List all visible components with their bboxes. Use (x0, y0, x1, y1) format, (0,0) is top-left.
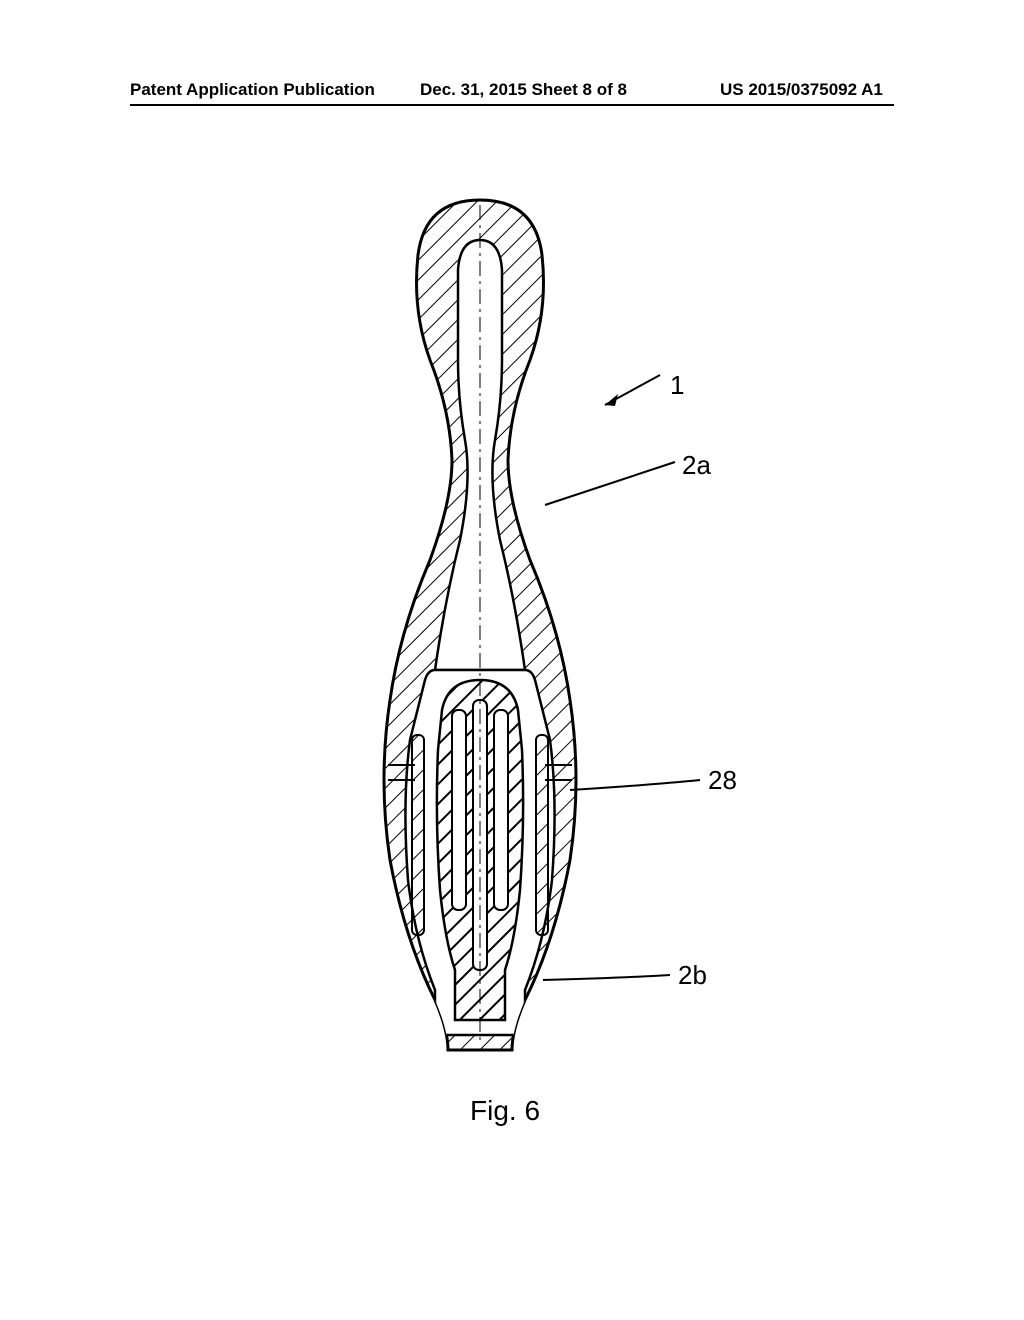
ref-label-2a: 2a (682, 450, 711, 481)
ref-label-2b: 2b (678, 960, 707, 991)
header-divider (130, 104, 894, 106)
ref-label-1: 1 (670, 370, 684, 401)
ref-label-28: 28 (708, 765, 737, 796)
figure-caption: Fig. 6 (470, 1095, 540, 1127)
header-date-sheet: Dec. 31, 2015 Sheet 8 of 8 (420, 80, 627, 100)
header-patent-number: US 2015/0375092 A1 (720, 80, 883, 100)
bowling-pin-cross-section (280, 180, 760, 1080)
patent-drawing (280, 180, 760, 1080)
header-publication: Patent Application Publication (130, 80, 375, 100)
